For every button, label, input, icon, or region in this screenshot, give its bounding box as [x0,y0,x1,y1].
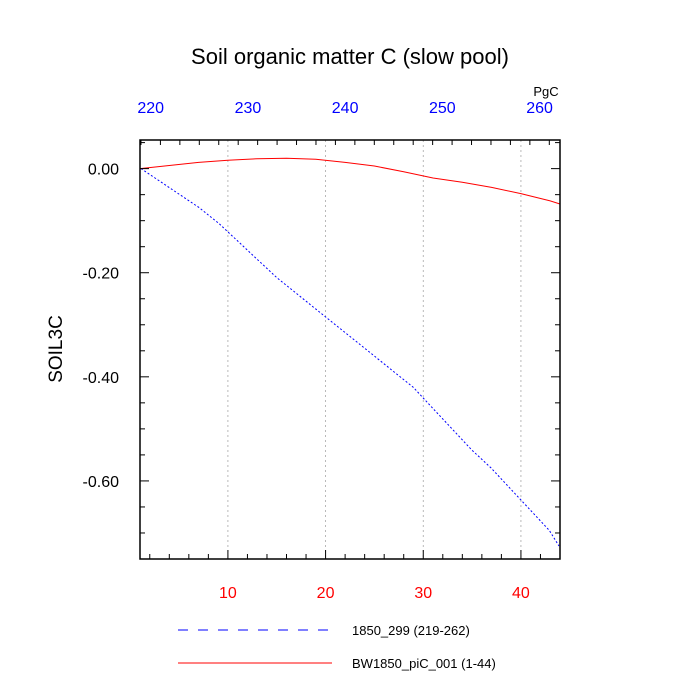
x-tick-label: 40 [512,585,530,602]
y-tick-label: 0.00 [88,162,119,179]
legend-label: 1850_299 (219-262) [352,623,470,638]
x-tick-label: 10 [219,585,237,602]
y-tick-label: -0.20 [83,266,120,283]
top-tick-label: 230 [235,100,262,117]
chart-title: Soil organic matter C (slow pool) [191,44,509,69]
y-axis-label: SOIL3C [46,315,67,383]
plot-frame [139,139,561,560]
legend: 1850_299 (219-262) BW1850_piC_001 (1-44) [178,623,496,671]
top-tick-label: 260 [526,100,553,117]
legend-label: BW1850_piC_001 (1-44) [352,656,496,671]
y-tick-label: -0.40 [83,370,120,387]
axes: 10 20 30 40 220 230 240 250 260 0.00 -0.20 -0.40 -0.… [83,100,561,602]
top-tick-label: 240 [332,100,359,117]
x-tick-label: 30 [414,585,432,602]
top-tick-label: 250 [429,100,456,117]
series-layer [139,157,561,547]
series-line [140,168,560,547]
x-tick-label: 20 [317,585,335,602]
top-tick-label: 220 [137,100,164,117]
grid-lines [227,140,522,559]
y-tick-label: -0.60 [83,474,120,491]
series-line [139,157,561,205]
top-axis-unit: PgC [533,84,558,99]
